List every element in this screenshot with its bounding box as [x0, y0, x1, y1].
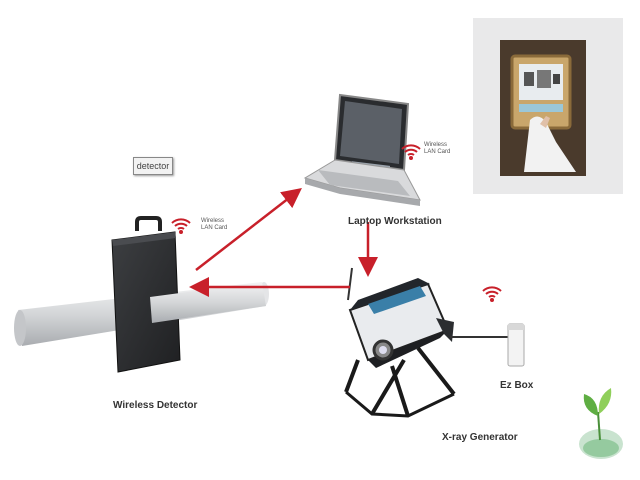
- wifi-icon: [401, 144, 421, 160]
- wlan-line2: LAN Card: [424, 149, 451, 155]
- wifi-icon: [171, 218, 191, 234]
- leaf-globe-icon: [579, 388, 623, 459]
- arrow-detector-to-laptop: [195, 187, 302, 271]
- wlan-line1: Wireless: [201, 218, 225, 224]
- ez-box: [450, 323, 525, 367]
- detector-tag: detector: [133, 157, 173, 175]
- wifi-icon: [482, 286, 502, 302]
- wireless-detector: [111, 216, 181, 373]
- wireless-detector-label: Wireless Detector: [113, 400, 198, 411]
- laptop-workstation-label: Laptop Workstation: [348, 216, 442, 227]
- xray-generator: [344, 267, 456, 418]
- photo-inset: [473, 18, 623, 194]
- laptop-workstation: [303, 93, 421, 206]
- pipe-front: [150, 282, 266, 323]
- wlan-line1: Wireless: [424, 142, 448, 148]
- wireless-lan-label-detector: Wireless LAN Card: [201, 218, 227, 232]
- wlan-line2: LAN Card: [201, 225, 228, 231]
- wireless-lan-label-laptop: Wireless LAN Card: [424, 142, 450, 156]
- ez-box-label: Ez Box: [500, 380, 534, 391]
- xray-generator-label: X-ray Generator: [442, 432, 518, 443]
